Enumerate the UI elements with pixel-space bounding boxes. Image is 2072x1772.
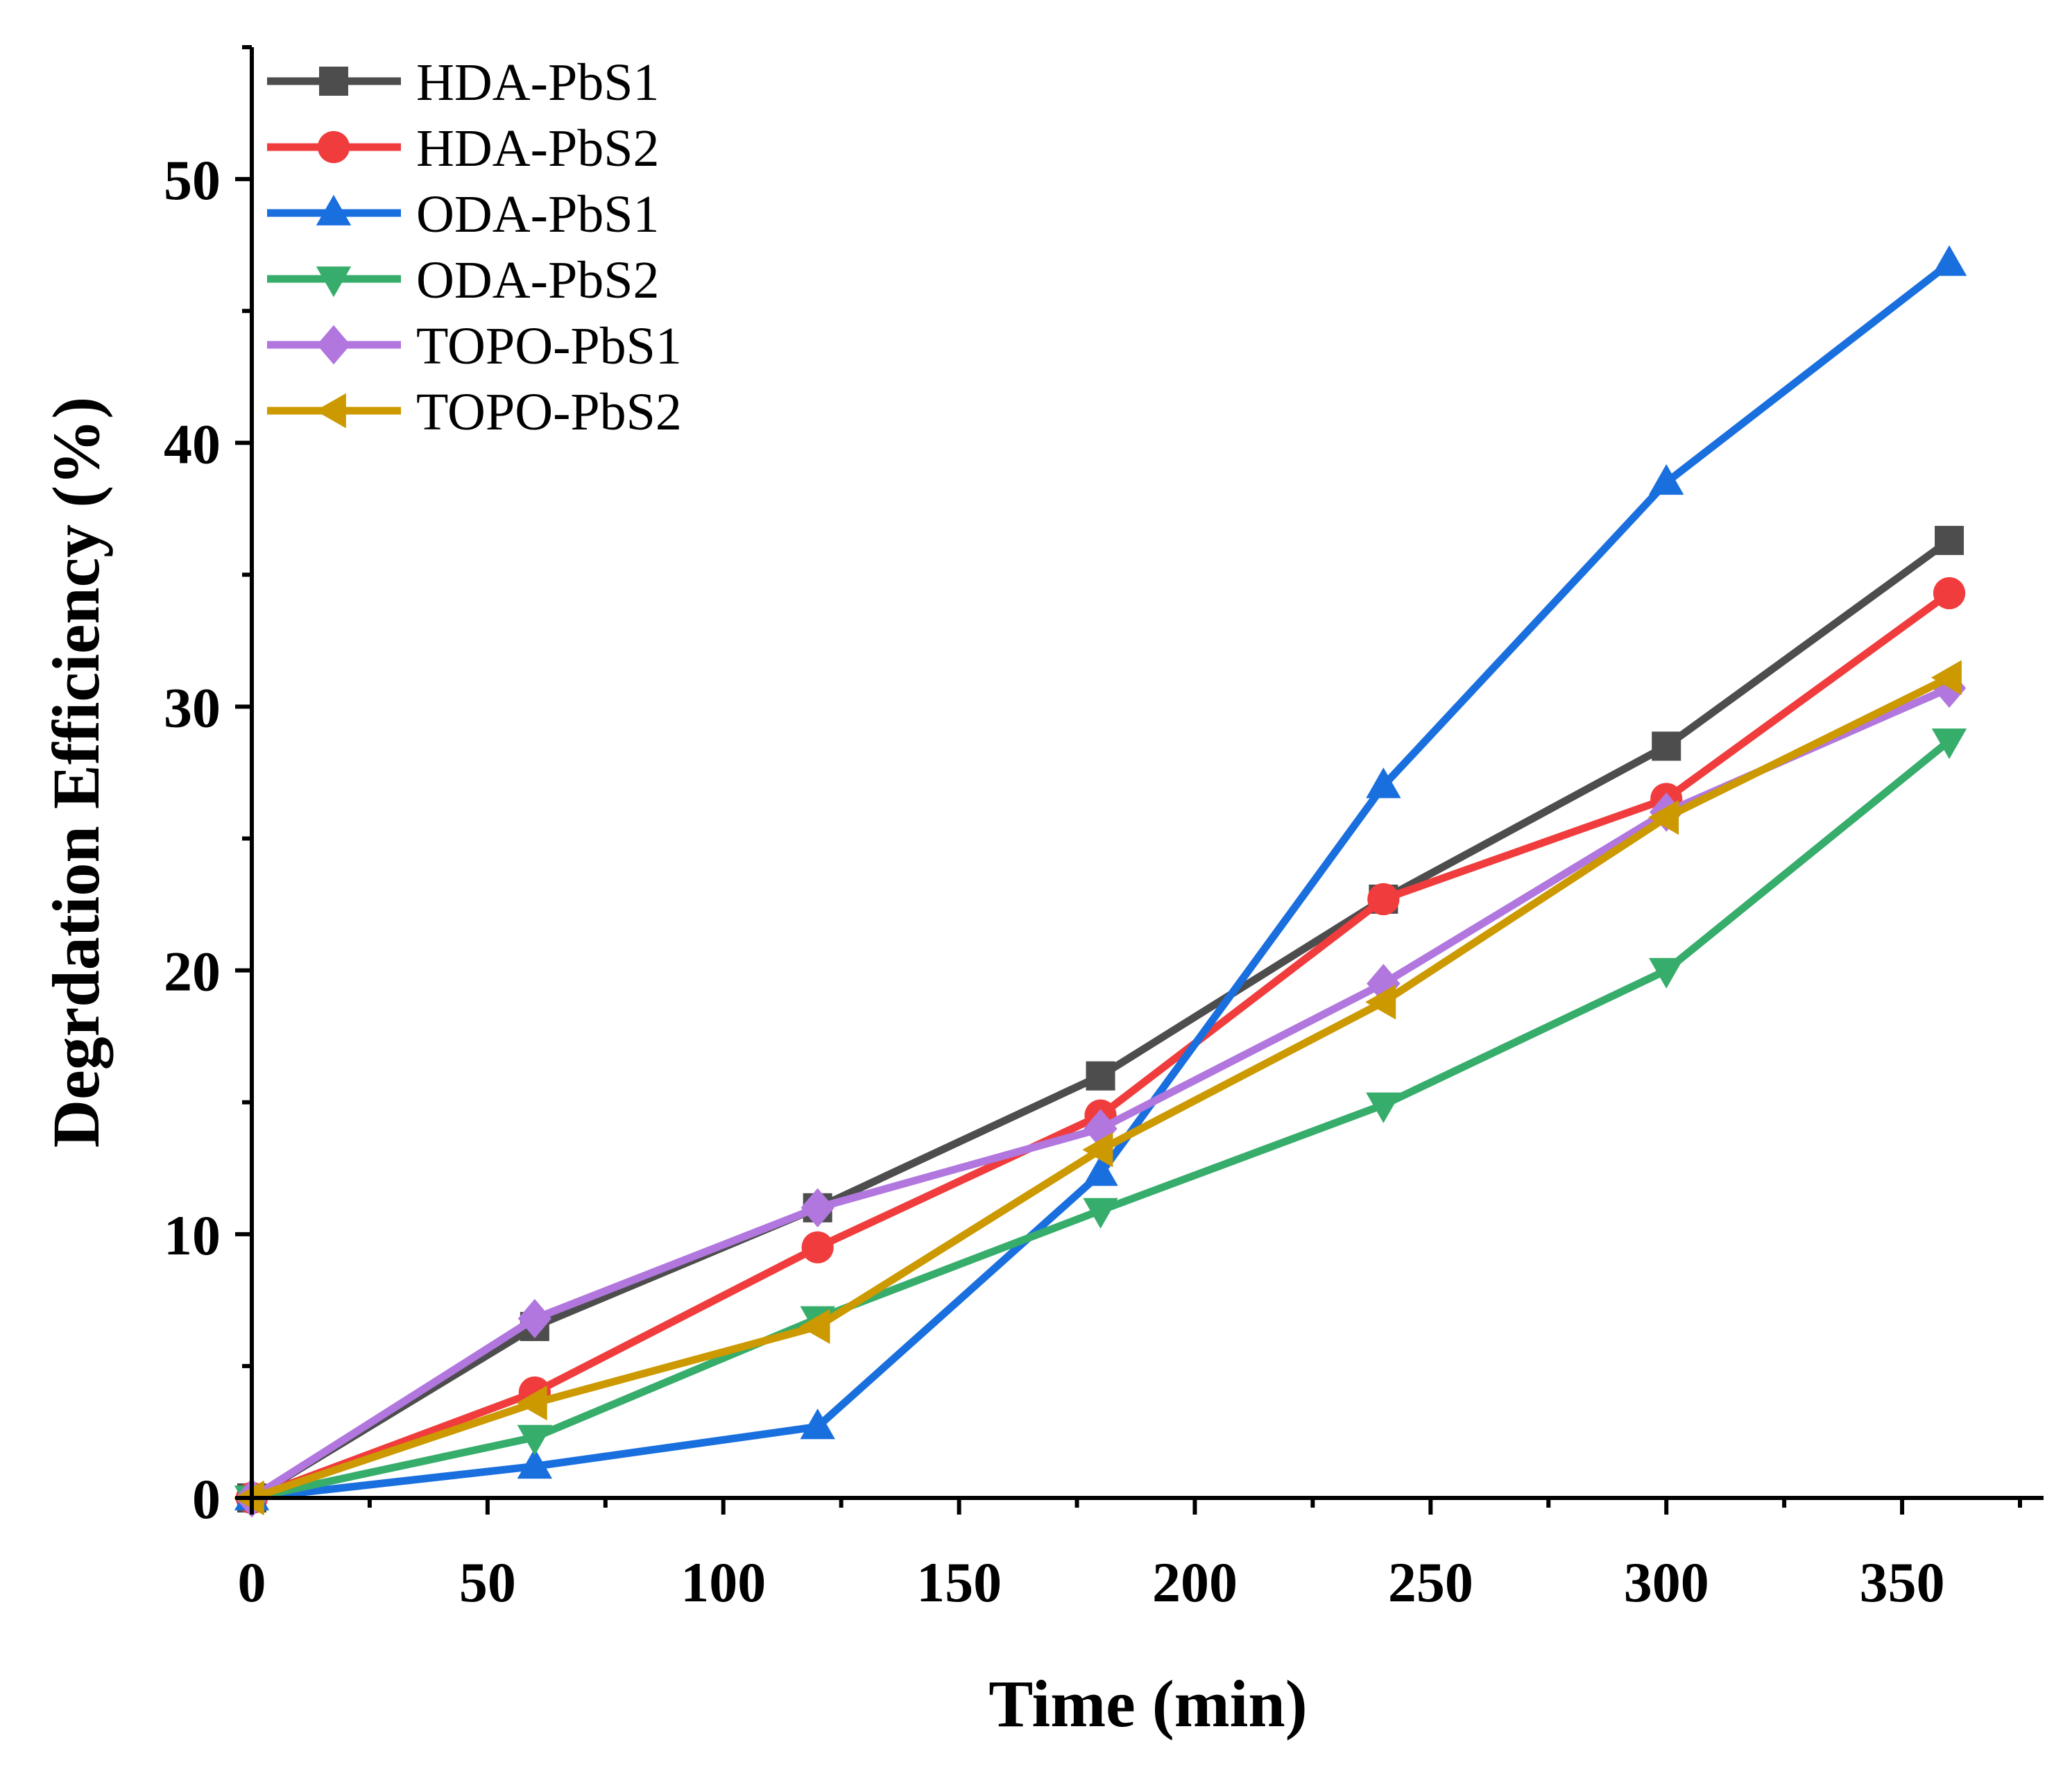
y-tick-label: 40 bbox=[164, 412, 221, 475]
data-point bbox=[1649, 464, 1684, 495]
data-point bbox=[1083, 1155, 1118, 1186]
legend-swatch-marker bbox=[316, 325, 351, 365]
x-tick-label: 250 bbox=[1388, 1551, 1473, 1614]
data-point bbox=[1930, 660, 1962, 695]
y-tick-label: 50 bbox=[164, 148, 221, 212]
data-point bbox=[516, 1385, 547, 1421]
legend-swatch-marker bbox=[317, 130, 350, 164]
data-point bbox=[1933, 577, 1966, 610]
x-tick-label: 100 bbox=[680, 1551, 766, 1614]
legend-item-hda-pbs2: HDA-PbS2 bbox=[267, 119, 660, 178]
data-point bbox=[1649, 957, 1684, 989]
tick-labels: 0 50 100 150 200 250 300 350 0 10 20 30 40 50 bbox=[164, 148, 1945, 1614]
legend-item-topo-pbs1: TOPO-PbS1 bbox=[267, 317, 682, 375]
x-tick-label: 300 bbox=[1624, 1551, 1709, 1614]
data-point bbox=[800, 1408, 835, 1440]
data-point bbox=[800, 1188, 834, 1228]
data-point bbox=[1652, 731, 1681, 761]
y-axis-title: Degrdation Efficiency (%) bbox=[39, 397, 113, 1148]
legend-item-oda-pbs1: ODA-PbS1 bbox=[267, 185, 660, 244]
x-tick-label: 150 bbox=[916, 1551, 1002, 1614]
data-point bbox=[1082, 1132, 1113, 1168]
data-point bbox=[1365, 985, 1396, 1020]
data-point bbox=[517, 1299, 551, 1338]
legend-swatch-marker bbox=[315, 393, 346, 429]
legend-label: HDA-PbS2 bbox=[416, 119, 660, 178]
data-point bbox=[1366, 1092, 1401, 1123]
x-axis-title: Time (min) bbox=[988, 1667, 1308, 1741]
y-tick-label: 10 bbox=[164, 1204, 221, 1267]
x-tick-label: 50 bbox=[459, 1551, 516, 1614]
legend-swatch-marker bbox=[316, 266, 352, 298]
data-point bbox=[517, 1424, 553, 1456]
data-point bbox=[1647, 799, 1679, 835]
data-point bbox=[1935, 525, 1964, 555]
y-tick-label: 20 bbox=[164, 940, 221, 1003]
legend-label: HDA-PbS1 bbox=[416, 53, 660, 112]
y-tick-label: 30 bbox=[164, 676, 221, 739]
data-point bbox=[1931, 245, 1967, 276]
data-point bbox=[1931, 729, 1967, 760]
legend-label: ODA-PbS2 bbox=[416, 251, 660, 309]
legend-label: TOPO-PbS2 bbox=[416, 383, 682, 441]
legend-label: TOPO-PbS1 bbox=[416, 317, 682, 375]
legend-item-topo-pbs2: TOPO-PbS2 bbox=[267, 383, 682, 441]
x-tick-label: 350 bbox=[1860, 1551, 1945, 1614]
data-point bbox=[1366, 767, 1401, 799]
legend-swatch-marker bbox=[319, 67, 348, 96]
data-point bbox=[1083, 1198, 1118, 1229]
y-tick-label: 0 bbox=[192, 1467, 221, 1531]
legend-item-oda-pbs2: ODA-PbS2 bbox=[267, 251, 660, 309]
x-tick-label: 0 bbox=[238, 1551, 266, 1614]
data-point bbox=[517, 1448, 553, 1479]
legend-label: ODA-PbS1 bbox=[416, 185, 660, 244]
legend-swatch-marker bbox=[316, 194, 352, 225]
axes-layer bbox=[235, 45, 2044, 1515]
x-tick-label: 200 bbox=[1152, 1551, 1238, 1614]
legend: HDA-PbS1 HDA-PbS2 ODA-PbS1 ODA-PbS2 TOPO-PbS… bbox=[267, 53, 682, 441]
legend-item-hda-pbs1: HDA-PbS1 bbox=[267, 53, 660, 112]
series-layer bbox=[233, 245, 1967, 1518]
data-point bbox=[801, 1231, 834, 1263]
data-point bbox=[1086, 1061, 1115, 1091]
series-topo-pbs2 bbox=[233, 660, 1962, 1516]
data-point bbox=[799, 1309, 830, 1345]
data-point bbox=[1367, 883, 1400, 916]
